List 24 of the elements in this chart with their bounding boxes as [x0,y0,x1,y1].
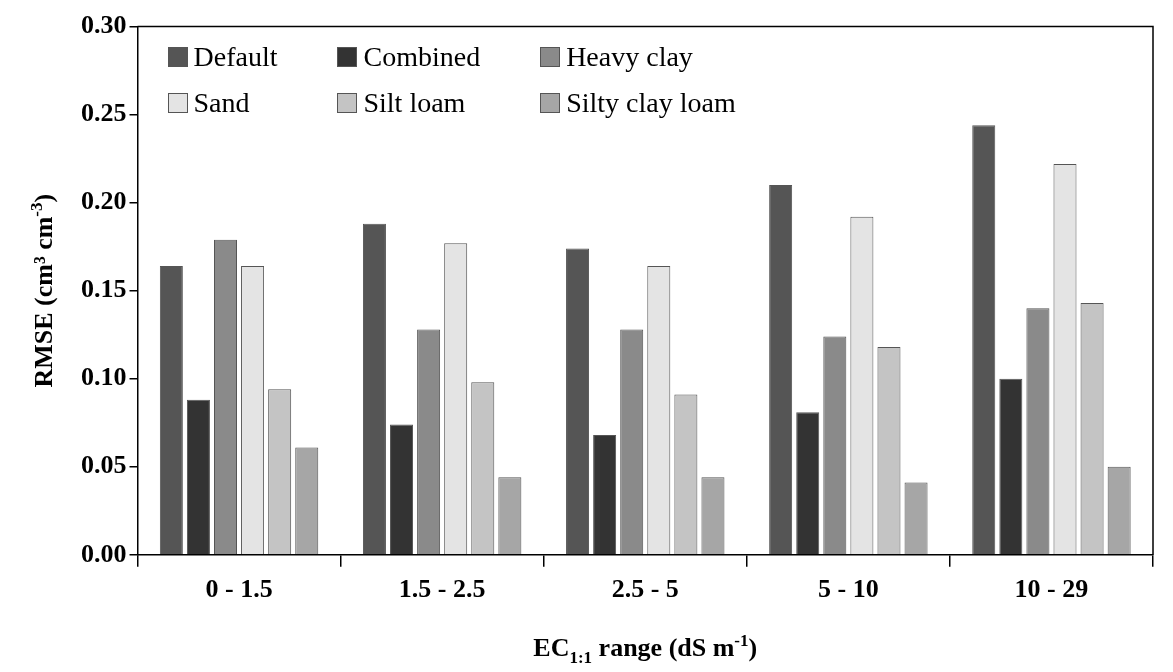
y-tick-label: 0.05 [81,450,127,480]
y-tick-label: 0.00 [81,538,127,568]
legend-label: Sand [193,86,250,119]
bar [362,223,386,555]
legend-label: Silty clay loam [566,86,736,119]
x-tick-label: 0 - 1.5 [205,574,273,604]
bar [769,185,793,555]
legend-label: Combined [363,40,481,73]
bar [972,125,996,555]
x-tick-label: 5 - 10 [818,574,879,604]
y-tick-label: 0.25 [81,98,127,128]
bar [159,266,183,555]
y-tick-label: 0.20 [81,186,127,216]
x-tick-label: 10 - 29 [1014,574,1089,604]
y-axis-title: RMSE (cm³ cm-3) [27,193,58,388]
legend-label: Silt loam [363,86,466,119]
bar [566,248,590,555]
y-tick-label: 0.10 [81,362,127,392]
y-tick-label: 0.15 [81,274,127,304]
x-tick-label: 2.5 - 5 [611,574,679,604]
legend-label: Default [193,40,278,73]
legend-label: Heavy clay [566,40,693,73]
x-tick-label: 1.5 - 2.5 [398,574,486,604]
y-tick-label: 0.30 [81,10,127,40]
